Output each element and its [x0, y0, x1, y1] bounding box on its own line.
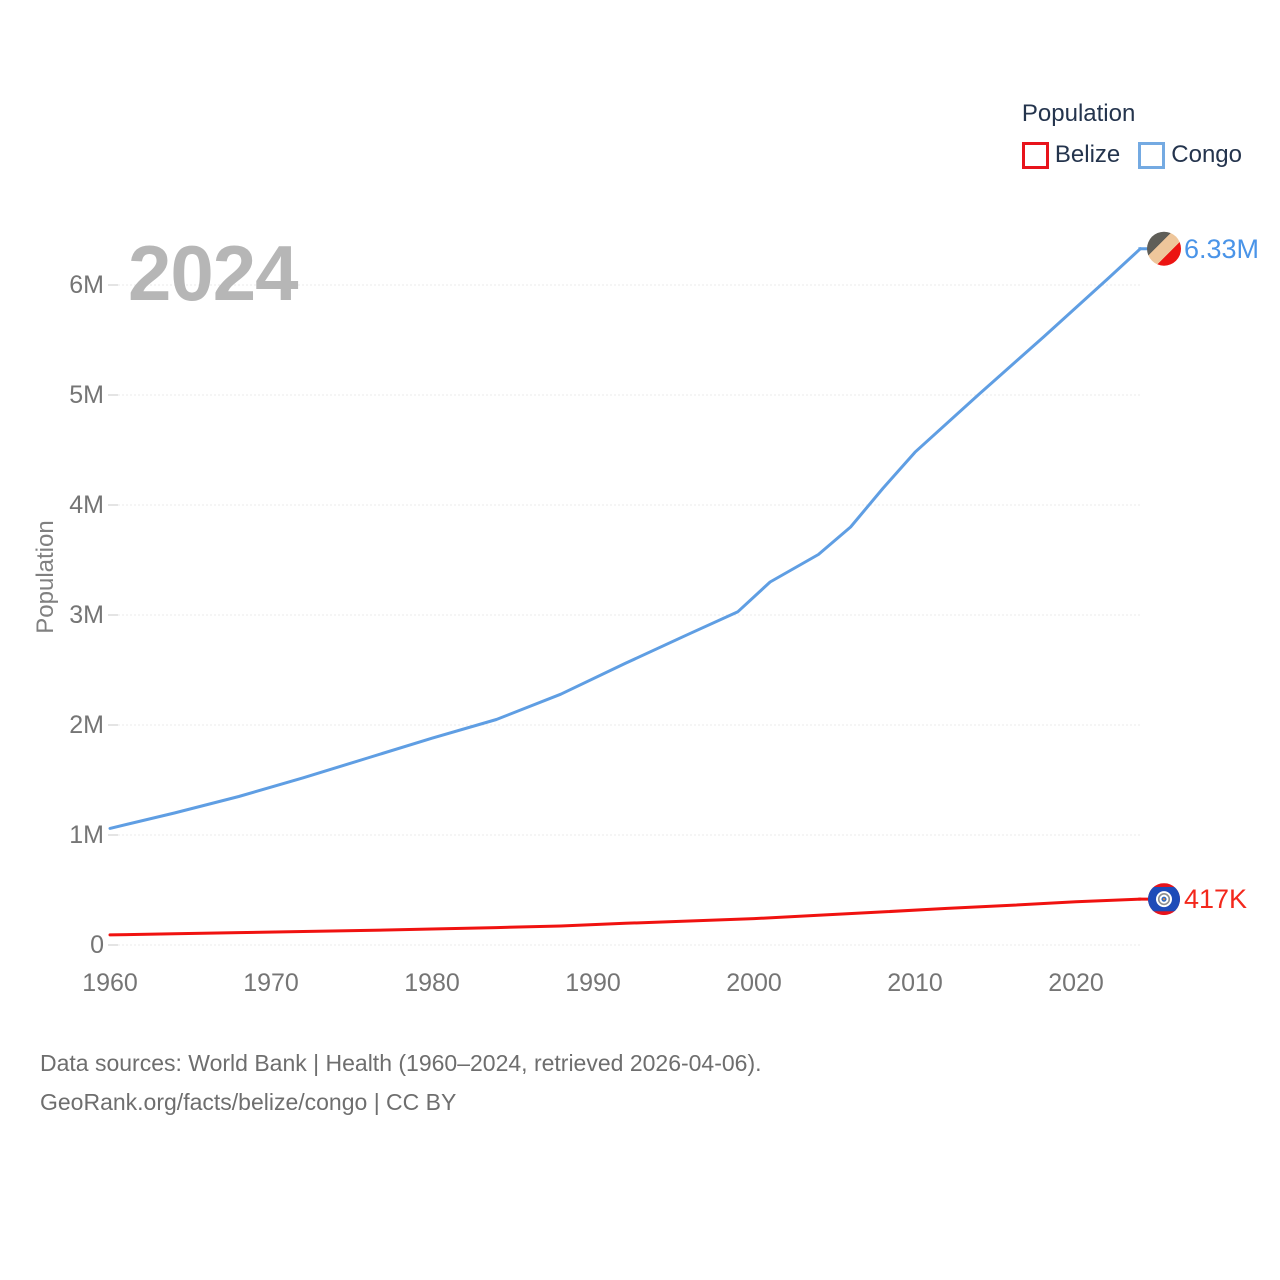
footer-attribution: GeoRank.org/facts/belize/congo | CC BY	[40, 1089, 457, 1115]
legend-item-belize[interactable]: Belize	[1021, 141, 1121, 169]
legend-label-belize: Belize	[1054, 141, 1121, 168]
gridlines	[108, 284, 1140, 946]
legend-title: Population	[1021, 100, 1136, 127]
legend-label-congo: Congo	[1171, 141, 1242, 168]
series-lines	[108, 247, 1156, 937]
congo-flag-marker-icon	[1147, 231, 1181, 266]
chart-legend: Population Belize Congo	[1021, 100, 1242, 169]
legend-item-congo[interactable]: Congo	[1138, 141, 1242, 169]
belize-flag-marker-icon	[1148, 883, 1180, 916]
footer-data-sources: Data sources: World Bank | Health (1960–…	[40, 1050, 762, 1076]
series-line-belize	[108, 897, 1142, 937]
legend-swatch-belize[interactable]	[1021, 141, 1049, 169]
footer: Data sources: World Bank | Health (1960–…	[40, 1044, 762, 1122]
legend-swatch-congo[interactable]	[1138, 141, 1166, 169]
series-line-congo	[108, 247, 1142, 830]
end-markers	[1147, 231, 1181, 916]
legend-items: Belize Congo	[1021, 141, 1242, 169]
